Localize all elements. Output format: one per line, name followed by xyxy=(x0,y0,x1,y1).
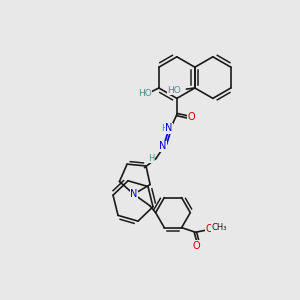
Text: O: O xyxy=(206,224,213,234)
Text: H: H xyxy=(161,124,167,133)
Text: CH₃: CH₃ xyxy=(211,223,227,232)
Text: HO: HO xyxy=(138,89,152,98)
Text: O: O xyxy=(193,241,200,251)
Text: H: H xyxy=(148,154,154,163)
Text: N: N xyxy=(130,189,137,199)
Text: N: N xyxy=(159,141,166,152)
Text: N: N xyxy=(165,123,172,134)
Text: HO: HO xyxy=(167,86,181,95)
Text: O: O xyxy=(188,112,195,122)
